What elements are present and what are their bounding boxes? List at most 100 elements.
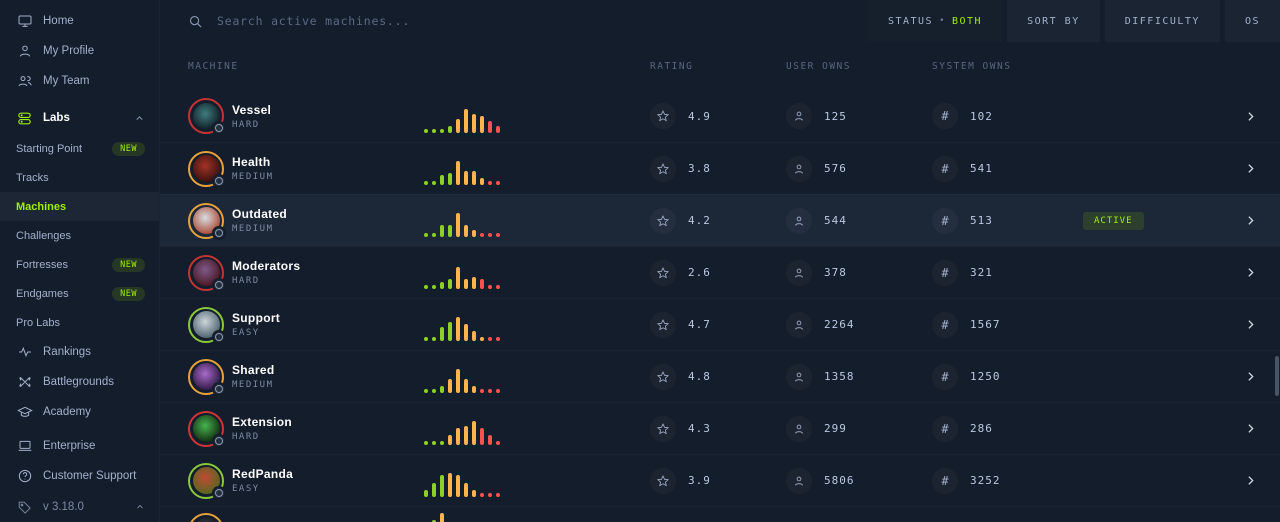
sidebar-item-version[interactable]: v 3.18.0 [0, 492, 159, 522]
new-badge: NEW [112, 257, 145, 272]
sidebar-item-rankings[interactable]: Rankings [0, 337, 159, 367]
rating-value: 4.3 [688, 422, 711, 435]
hash-icon: # [932, 103, 958, 129]
hash-icon: # [932, 468, 958, 494]
user-rating-histogram [424, 513, 650, 522]
chevron-right-icon[interactable] [1220, 422, 1280, 435]
user-owns-value: 544 [824, 214, 847, 227]
star-icon [650, 260, 676, 286]
table-header: MACHINE RATING USER OWNS SYSTEM OWNS [160, 42, 1280, 90]
chevron-right-icon[interactable] [1220, 110, 1280, 123]
machine-row[interactable]: Health MEDIUM 3.8 576 #541 [160, 142, 1280, 194]
user-icon [786, 468, 812, 494]
chevron-right-icon[interactable] [1220, 474, 1280, 487]
machine-avatar [188, 202, 226, 240]
sidebar-item-my-profile[interactable]: My Profile [0, 36, 159, 66]
sidebar-item-my-team[interactable]: My Team [0, 66, 159, 96]
machine-row[interactable]: Moderators HARD 2.6 378 #321 [160, 246, 1280, 298]
sidebar-item-battlegrounds[interactable]: Battlegrounds [0, 367, 159, 397]
machine-difficulty: MEDIUM [232, 224, 274, 234]
scrollbar-thumb[interactable] [1275, 356, 1279, 396]
system-owns-value: 102 [970, 109, 993, 123]
sidebar-item-tracks[interactable]: Tracks [0, 163, 159, 192]
sidebar-item-label: Rankings [43, 346, 91, 358]
search-input[interactable] [217, 14, 517, 28]
sidebar-item-label: v 3.18.0 [43, 501, 84, 513]
machine-row[interactable]: Extension HARD 4.3 299 #286 [160, 402, 1280, 454]
status-filter-button[interactable]: STATUS • BOTH [867, 0, 1003, 42]
system-owns-value: 286 [970, 422, 993, 435]
sidebar-item-label: Home [43, 15, 74, 27]
difficulty-filter-button[interactable]: DIFFICULTY [1104, 0, 1220, 42]
user-rating-histogram [424, 155, 650, 185]
sidebar-item-label: Tracks [16, 171, 49, 184]
machine-row-partial[interactable] [160, 506, 1280, 522]
chevron-up-icon[interactable] [135, 502, 145, 512]
sidebar-item-machines[interactable]: Machines [0, 192, 159, 221]
sidebar-item-label: Fortresses [16, 258, 68, 271]
column-header-machine: MACHINE [188, 60, 239, 72]
user-rating-histogram [424, 103, 650, 133]
user-rating-histogram [424, 207, 650, 237]
user-rating-histogram [424, 415, 650, 445]
os-badge-icon [212, 225, 226, 240]
sidebar-item-enterprise[interactable]: Enterprise [0, 431, 159, 461]
sidebar-item-label: My Profile [43, 45, 95, 57]
chevron-right-icon[interactable] [1220, 162, 1280, 175]
user-icon [786, 103, 812, 129]
active-status-badge: ACTIVE [1083, 211, 1144, 230]
help-icon [16, 468, 33, 485]
chevron-up-icon[interactable] [134, 113, 145, 124]
sort-by-filter-button[interactable]: SORT BY [1007, 0, 1100, 42]
sidebar-item-labs[interactable]: Labs [0, 102, 159, 134]
star-icon [650, 416, 676, 442]
machine-row[interactable]: Outdated MEDIUM 4.2 544 #513 ACTIVE [160, 194, 1280, 246]
star-icon [650, 468, 676, 494]
machine-avatar [188, 358, 226, 396]
machine-row[interactable]: Shared MEDIUM 4.8 1358 #1250 [160, 350, 1280, 402]
star-icon [650, 103, 676, 129]
filter-label: DIFFICULTY [1124, 15, 1200, 27]
user-owns-value: 5806 [824, 474, 855, 487]
machine-row[interactable]: RedPanda EASY 3.9 5806 #3252 [160, 454, 1280, 506]
sidebar-item-label: Academy [43, 406, 91, 418]
machine-row[interactable]: Support EASY 4.7 2264 #1567 [160, 298, 1280, 350]
system-owns-value: 321 [970, 266, 993, 279]
sidebar-item-customer-support[interactable]: Customer Support [0, 461, 159, 491]
sidebar-item-label: Starting Point [16, 142, 83, 155]
machine-difficulty: HARD [232, 119, 260, 130]
machine-difficulty: HARD [232, 276, 260, 286]
machine-avatar [188, 254, 226, 292]
sidebar-item-academy[interactable]: Academy [0, 397, 159, 427]
filter-label: OS [1244, 15, 1260, 27]
sidebar-item-endgames[interactable]: Endgames NEW [0, 279, 159, 308]
sidebar-item-starting-point[interactable]: Starting Point NEW [0, 134, 159, 163]
sidebar-item-label: My Team [43, 75, 90, 87]
machine-table: Vessel HARD 4.9 125 #102 Health MEDIUM 3.8… [160, 90, 1280, 522]
chevron-right-icon[interactable] [1220, 214, 1280, 227]
sidebar-item-label: Endgames [16, 287, 69, 300]
user-owns-value: 299 [824, 422, 847, 435]
os-badge-icon [212, 485, 226, 500]
user-rating-histogram [424, 467, 650, 497]
star-icon [650, 312, 676, 338]
sidebar-item-pro-labs[interactable]: Pro Labs [0, 308, 159, 337]
chevron-right-icon[interactable] [1220, 266, 1280, 279]
star-icon [650, 208, 676, 234]
filter-label: SORT BY [1027, 15, 1080, 27]
user-owns-value: 576 [824, 162, 847, 175]
rating-value: 4.2 [688, 214, 711, 227]
rating-value: 4.8 [688, 370, 711, 383]
chevron-right-icon[interactable] [1220, 318, 1280, 331]
sidebar-item-challenges[interactable]: Challenges [0, 221, 159, 250]
machine-avatar [188, 306, 226, 344]
laptop-icon [16, 438, 33, 455]
os-filter-button[interactable]: OS [1224, 0, 1280, 42]
sidebar-item-home[interactable]: Home [0, 6, 159, 36]
sidebar-item-fortresses[interactable]: Fortresses NEW [0, 250, 159, 279]
machine-row[interactable]: Vessel HARD 4.9 125 #102 [160, 90, 1280, 142]
hash-icon: # [932, 260, 958, 286]
chevron-right-icon[interactable] [1220, 370, 1280, 383]
user-owns-value: 1358 [824, 370, 855, 383]
